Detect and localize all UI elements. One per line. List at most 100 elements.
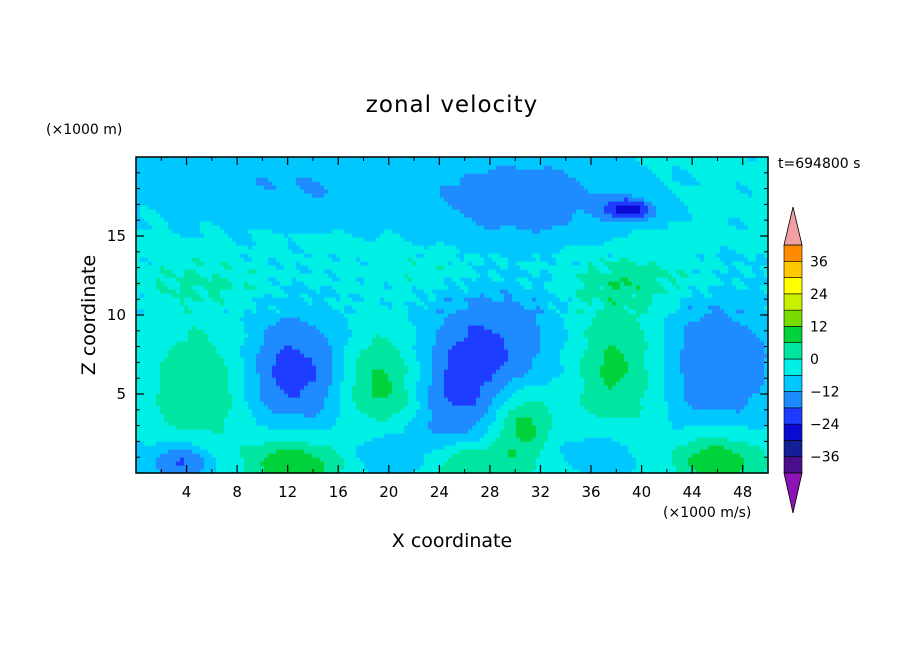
heatmap-cell: [760, 441, 765, 446]
heatmap-cell: [488, 393, 493, 398]
heatmap-cell: [548, 421, 553, 426]
heatmap-cell: [556, 365, 561, 370]
heatmap-cell: [148, 357, 153, 362]
heatmap-cell: [384, 405, 389, 410]
heatmap-cell: [344, 389, 349, 394]
heatmap-cell: [664, 441, 669, 446]
heatmap-cell: [224, 349, 229, 354]
heatmap-cell: [692, 381, 697, 386]
heatmap-cell: [624, 405, 629, 410]
heatmap-cell: [596, 349, 601, 354]
heatmap-cell: [504, 457, 509, 462]
heatmap-cell: [516, 397, 521, 402]
heatmap-cell: [556, 425, 561, 430]
heatmap-cell: [636, 409, 641, 414]
heatmap-cell: [404, 449, 409, 454]
heatmap-cell: [336, 389, 341, 394]
heatmap-cell: [472, 465, 477, 470]
heatmap-cell: [172, 405, 177, 410]
heatmap-cell: [480, 405, 485, 410]
heatmap-cell: [324, 421, 329, 426]
heatmap-cell: [544, 373, 549, 378]
heatmap-cell: [540, 437, 545, 442]
heatmap-cell: [476, 389, 481, 394]
heatmap-cell: [264, 449, 269, 454]
heatmap-cell: [680, 445, 685, 450]
heatmap-cell: [524, 417, 529, 422]
heatmap-cell: [508, 413, 513, 418]
heatmap-cell: [616, 425, 621, 430]
heatmap-cell: [660, 389, 665, 394]
heatmap-cell: [476, 405, 481, 410]
heatmap-cell: [696, 397, 701, 402]
heatmap-cell: [584, 373, 589, 378]
heatmap-cell: [320, 433, 325, 438]
heatmap-cell: [736, 385, 741, 390]
heatmap-cell: [656, 381, 661, 386]
heatmap-cell: [672, 349, 677, 354]
heatmap-cell: [548, 413, 553, 418]
heatmap-cell: [704, 417, 709, 422]
heatmap-cell: [300, 393, 305, 398]
heatmap-cell: [372, 365, 377, 370]
heatmap-cell: [600, 413, 605, 418]
heatmap-cell: [244, 373, 249, 378]
heatmap-cell: [532, 397, 537, 402]
heatmap-cell: [384, 453, 389, 458]
heatmap-cell: [732, 357, 737, 362]
heatmap-cell: [452, 377, 457, 382]
heatmap-cell: [496, 449, 501, 454]
heatmap-cell: [372, 433, 377, 438]
heatmap-cell: [280, 461, 285, 466]
heatmap-cell: [580, 457, 585, 462]
heatmap-cell: [372, 385, 377, 390]
heatmap-cell: [252, 449, 257, 454]
heatmap-cell: [512, 461, 517, 466]
heatmap-cell: [208, 393, 213, 398]
heatmap-cell: [140, 401, 145, 406]
heatmap-cell: [240, 397, 245, 402]
heatmap-cell: [372, 401, 377, 406]
heatmap-cell: [156, 417, 161, 422]
heatmap-cell: [192, 385, 197, 390]
heatmap-cell: [604, 349, 609, 354]
heatmap-cell: [532, 413, 537, 418]
heatmap-cell: [312, 377, 317, 382]
heatmap-cell: [356, 393, 361, 398]
heatmap-cell: [744, 429, 749, 434]
heatmap-cell: [304, 437, 309, 442]
heatmap-cell: [260, 369, 265, 374]
heatmap-cell: [600, 405, 605, 410]
heatmap-cell: [716, 349, 721, 354]
heatmap-cell: [248, 417, 253, 422]
heatmap-cell: [320, 413, 325, 418]
heatmap-cell: [752, 441, 757, 446]
heatmap-cell: [428, 377, 433, 382]
heatmap-cell: [600, 465, 605, 470]
heatmap-cell: [688, 377, 693, 382]
heatmap-cell: [176, 429, 181, 434]
heatmap-cell: [564, 357, 569, 362]
heatmap-cell: [316, 461, 321, 466]
heatmap-cell: [524, 365, 529, 370]
heatmap-cell: [244, 349, 249, 354]
heatmap-cell: [636, 417, 641, 422]
heatmap-cell: [468, 453, 473, 458]
heatmap-cell: [748, 433, 753, 438]
heatmap-cell: [360, 461, 365, 466]
heatmap-cell: [148, 469, 153, 474]
heatmap-cell: [756, 389, 761, 394]
heatmap-cell: [472, 345, 477, 350]
heatmap-cell: [136, 361, 141, 366]
heatmap-cell: [340, 425, 345, 430]
heatmap-cell: [420, 393, 425, 398]
heatmap-cell: [564, 377, 569, 382]
heatmap-cell: [252, 377, 257, 382]
heatmap-cell: [524, 369, 529, 374]
heatmap-cell: [692, 409, 697, 414]
heatmap-cell: [392, 397, 397, 402]
heatmap-cell: [576, 413, 581, 418]
heatmap-cell: [520, 381, 525, 386]
heatmap-cell: [584, 401, 589, 406]
heatmap-cell: [364, 357, 369, 362]
